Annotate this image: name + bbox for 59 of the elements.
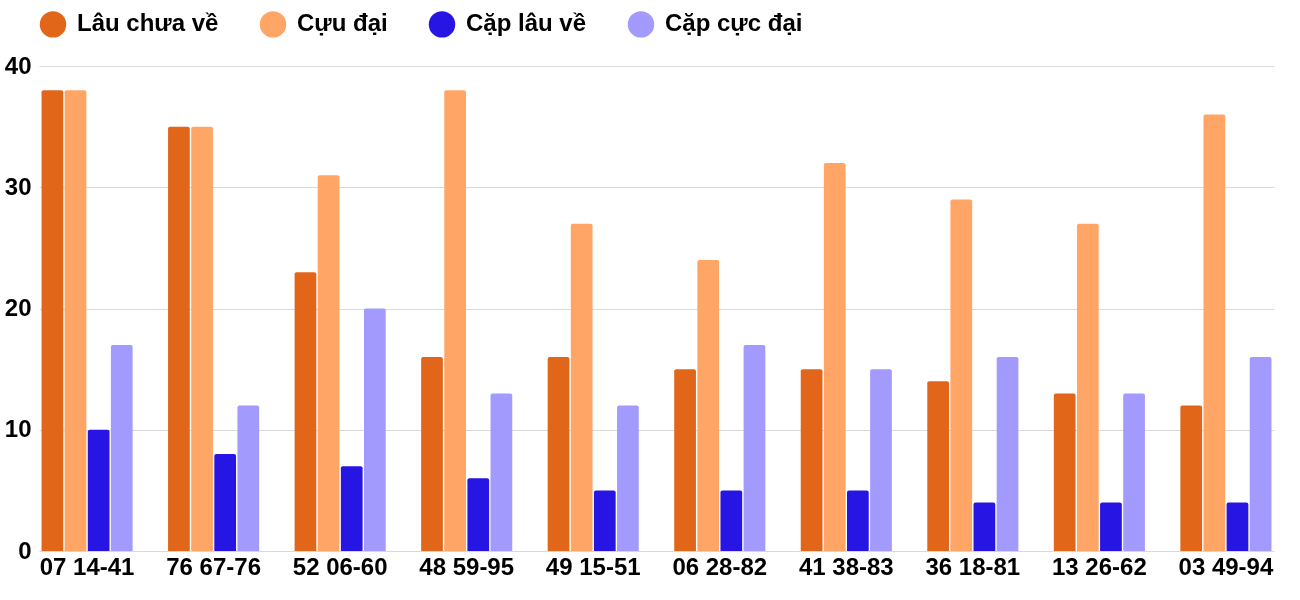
bar: [847, 490, 869, 551]
bar: [950, 199, 973, 551]
bar: [996, 357, 1019, 551]
legend-label: Cựu đại: [297, 9, 388, 37]
bar: [1123, 393, 1145, 551]
y-tick-label: 30: [4, 172, 32, 200]
bar: [1180, 405, 1203, 551]
bar: [444, 90, 466, 551]
bar: [617, 405, 639, 551]
bar: [720, 490, 743, 551]
bar: [870, 369, 892, 551]
x-tick-label: 52 06-60: [292, 552, 388, 580]
bar: [1226, 502, 1249, 551]
x-tick-label: 49 15-51: [545, 552, 641, 580]
bar: [110, 344, 133, 551]
bar: [547, 357, 570, 551]
bar: [214, 454, 237, 551]
legend-label: Cặp lâu về: [466, 9, 587, 37]
y-tick-label: 20: [4, 294, 32, 321]
y-tick-label: 40: [4, 51, 32, 79]
bar: [87, 429, 110, 551]
y-tick-label: 0: [18, 536, 32, 564]
bar: [41, 90, 64, 551]
bar: [570, 223, 593, 551]
bar: [191, 126, 213, 551]
y-tick-label: 10: [4, 415, 32, 443]
bar: [168, 126, 190, 551]
x-tick-label: 36 18-81: [925, 552, 1021, 580]
x-tick-label: 07 14-41: [39, 552, 135, 580]
legend-label: Lâu chưa về: [77, 9, 219, 37]
bar: [973, 502, 996, 551]
x-tick-label: 03 49-94: [1178, 552, 1274, 580]
bar: [1053, 393, 1076, 551]
bar: [1076, 223, 1099, 551]
bar: [823, 163, 846, 551]
x-tick-label: 06 28-82: [672, 552, 768, 580]
bar: [1100, 502, 1122, 551]
bar: [1203, 114, 1226, 551]
bar: [64, 90, 87, 551]
bar: [1249, 357, 1272, 551]
bar: [674, 369, 696, 551]
bar: [927, 381, 950, 551]
bar: [294, 272, 317, 551]
legend-label: Cặp cực đại: [665, 9, 803, 37]
bar: [467, 478, 490, 551]
bar: [697, 260, 720, 551]
x-tick-label: 41 38-83: [798, 552, 894, 580]
bar: [421, 357, 443, 551]
x-tick-label: 76 67-76: [166, 552, 261, 580]
bar: [490, 393, 513, 551]
bar: [800, 369, 823, 551]
x-tick-label: 13 26-62: [1052, 552, 1147, 580]
bar: [593, 490, 616, 551]
bar: [363, 308, 386, 551]
x-tick-label: 48 59-95: [419, 552, 515, 580]
bar: [237, 405, 260, 551]
bar: [743, 344, 766, 551]
bar: [340, 466, 363, 551]
bar: [317, 175, 340, 551]
